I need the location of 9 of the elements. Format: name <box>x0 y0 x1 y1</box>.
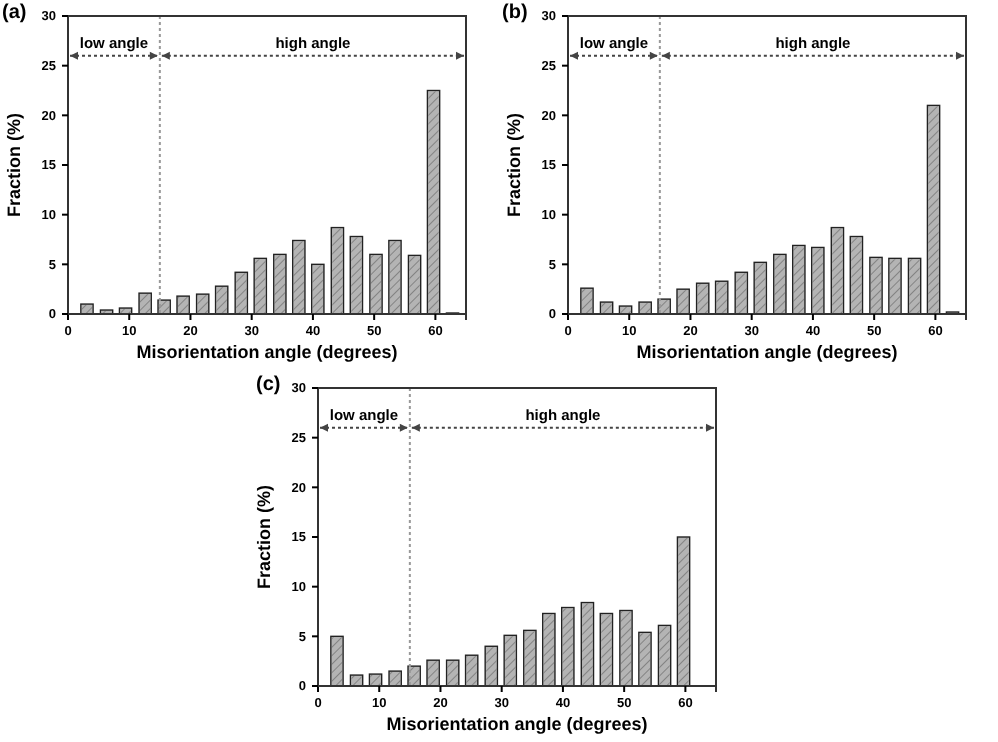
chart-title: (a) <box>2 2 27 24</box>
x-axis-title: Misorientation angle (degrees) <box>636 342 898 362</box>
y-axis-title: Fraction (%) <box>504 112 524 218</box>
x-axis-title: Misorientation angle (degrees) <box>136 342 398 362</box>
x-axis-title: Misorientation angle (degrees) <box>386 714 648 734</box>
chart-title: (b) <box>502 2 528 24</box>
y-axis-title: Fraction (%) <box>4 112 24 218</box>
y-axis-title: Fraction (%) <box>254 484 274 590</box>
chart-title: (c) <box>256 374 281 396</box>
